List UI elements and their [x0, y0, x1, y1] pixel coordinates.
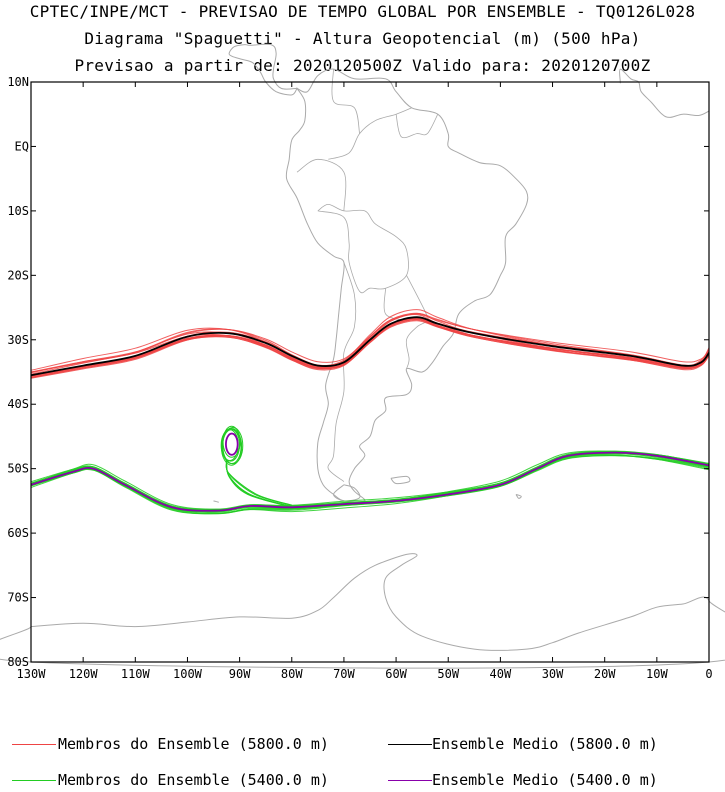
country-border — [328, 107, 412, 160]
country-border — [327, 262, 357, 482]
legend-swatch-member-5400 — [12, 780, 56, 781]
lat-label: 10N — [7, 75, 29, 89]
member-contour-5400 — [30, 454, 710, 515]
legend-swatch-member-5800 — [12, 744, 56, 745]
lat-label: 60S — [7, 526, 29, 540]
lat-label: 50S — [7, 462, 29, 476]
coastline-island — [515, 493, 522, 499]
member-branch-5400 — [226, 460, 292, 508]
member-contour-5400 — [30, 450, 710, 510]
lon-label: 110W — [121, 667, 151, 681]
member-contour-5400 — [30, 450, 710, 510]
lat-label: 30S — [7, 333, 29, 347]
country-border — [296, 158, 347, 211]
lon-label: 100W — [173, 667, 203, 681]
lat-label: 70S — [7, 591, 29, 605]
member-contour-5800 — [30, 317, 710, 377]
lat-label: 40S — [7, 397, 29, 411]
coastline-central-america — [228, 43, 299, 96]
coastline-layer — [0, 43, 725, 669]
member-contour-5800 — [30, 316, 710, 377]
coastline-island — [213, 500, 219, 503]
lon-label: 90W — [229, 667, 251, 681]
member-contour-5800 — [30, 317, 710, 376]
member-contour-5800 — [30, 312, 710, 375]
title-line-3: Previsao a partir de: 2020120500Z Valido… — [74, 56, 651, 75]
lon-label: 80W — [281, 667, 303, 681]
lon-label: 20W — [594, 667, 616, 681]
member-contour-5800 — [30, 317, 710, 378]
member-contour-5800 — [30, 316, 710, 376]
country-border — [405, 275, 429, 369]
lat-label: 20S — [7, 268, 29, 282]
title-line-2: Diagrama "Spaguetti" - Altura Geopotenci… — [84, 29, 641, 48]
mean-contour-5400 — [30, 451, 710, 512]
lon-label: 130W — [17, 667, 47, 681]
lon-label: 120W — [69, 667, 99, 681]
coastline-antarctica — [0, 553, 725, 669]
member-contour-5800 — [30, 313, 710, 373]
member-branch-5400 — [226, 460, 292, 508]
lat-label: 10S — [7, 204, 29, 218]
member-closed-low-5400 — [220, 427, 243, 466]
ensemble-mean-layer — [30, 316, 710, 512]
member-closed-low-5400 — [221, 429, 242, 465]
lat-label: 80S — [7, 655, 29, 669]
legend-label-member-5400: Membros do Ensemble (5400.0 m) — [58, 771, 329, 789]
lat-label: EQ — [15, 139, 29, 153]
lon-label: 60W — [385, 667, 407, 681]
member-branch-5400 — [225, 460, 292, 506]
lon-label: 30W — [542, 667, 564, 681]
legend-label-mean-5800: Ensemble Medio (5800.0 m) — [432, 735, 658, 753]
coastline-south-america — [285, 68, 529, 503]
legend-swatch-mean-5400 — [388, 780, 432, 781]
legend-label-mean-5400: Ensemble Medio (5400.0 m) — [432, 771, 658, 789]
mean-closed-low-5400 — [225, 432, 239, 456]
member-branch-5400 — [226, 460, 292, 508]
lon-label: 0 — [705, 667, 712, 681]
country-border — [317, 203, 409, 294]
coastline-island — [390, 475, 411, 485]
legend-label-member-5800: Membros do Ensemble (5800.0 m) — [58, 735, 329, 753]
lon-label: 50W — [437, 667, 459, 681]
legend-swatch-mean-5800 — [388, 744, 432, 745]
map-frame — [30, 81, 710, 663]
coastline-africa-west — [619, 68, 710, 118]
country-border — [331, 69, 360, 134]
member-contour-5800 — [30, 318, 710, 377]
member-contour-5400 — [30, 454, 710, 515]
member-contour-5800 — [30, 320, 710, 379]
title-line-1: CPTEC/INPE/MCT - PREVISAO DE TEMPO GLOBA… — [29, 2, 696, 21]
country-border — [395, 114, 439, 139]
lon-label: 10W — [646, 667, 668, 681]
lon-label: 40W — [490, 667, 512, 681]
lon-label: 70W — [333, 667, 355, 681]
mean-contour-5800 — [30, 316, 710, 377]
